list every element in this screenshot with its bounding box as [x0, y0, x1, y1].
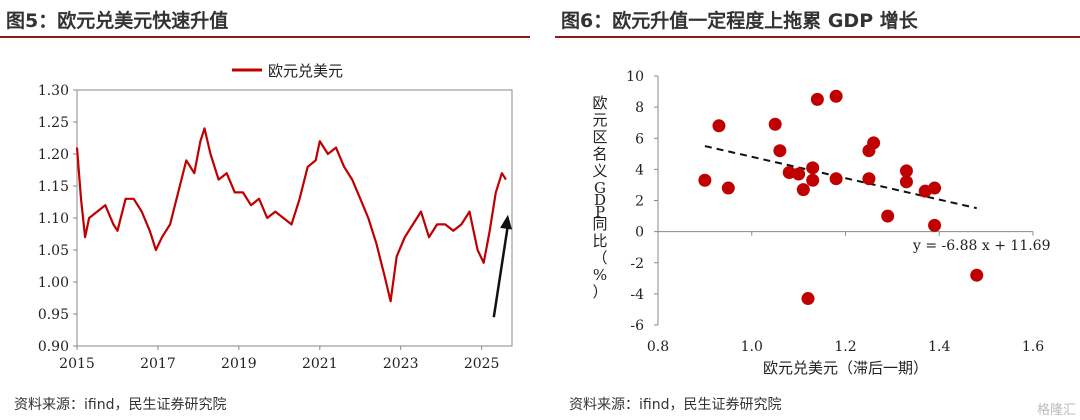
scatter-point	[712, 119, 726, 133]
y-tick-label: 1.00	[38, 275, 69, 291]
scatter-point	[928, 181, 942, 195]
scatter-point	[829, 172, 843, 186]
scatter-point	[801, 292, 815, 306]
x-tick-label: 1.2	[834, 339, 856, 355]
y-tick-label: 8	[635, 100, 644, 116]
scatter-point	[862, 172, 876, 186]
y-tick-label: 1.05	[38, 243, 69, 259]
y-tick-label: -6	[630, 318, 644, 334]
scatter-point	[792, 167, 806, 181]
x-tick-label: 2015	[59, 356, 95, 372]
x-axis-label: 欧元兑美元（滞后一期）	[763, 359, 928, 377]
scatter-point	[806, 161, 820, 175]
x-tick-label: 2023	[383, 356, 419, 372]
x-tick-label: 1.6	[1022, 339, 1044, 355]
trendline	[704, 145, 977, 210]
scatter-point	[829, 89, 843, 103]
left-chart-title: 图5：欧元兑美元快速升值	[6, 10, 229, 32]
scatter-chart: -6 -4 -2 0 2 4 6 8 10 0.8 1.0 1.2 1.4 1.6 y = -6.88 x …	[592, 69, 1051, 377]
x-tick-label: 1.0	[741, 339, 763, 355]
y-tick-label: 1.10	[38, 211, 69, 227]
scatter-point	[881, 209, 895, 223]
y-tick-label: 4	[635, 162, 644, 178]
y-tick-label: 1.15	[38, 179, 69, 195]
y-tick-label: 1.25	[38, 115, 69, 131]
y-tick-label: 10	[626, 69, 644, 85]
left-source-note: 资料来源：ifind，民生证券研究院	[14, 397, 227, 413]
scatter-point	[867, 136, 881, 150]
trendline-equation: y = -6.88 x + 11.69	[912, 238, 1051, 254]
legend-label: 欧元兑美元	[268, 62, 343, 80]
scatter-point	[721, 181, 735, 195]
scatter-point	[698, 173, 712, 187]
x-tick-label: 2017	[140, 356, 176, 372]
right-chart-title: 图6：欧元升值一定程度上拖累 GDP 增长	[561, 10, 918, 32]
watermark-logo: 格隆汇	[1036, 403, 1076, 418]
scatter-point	[768, 117, 782, 131]
scatter-point	[970, 268, 984, 282]
x-tick-label: 2025	[464, 356, 500, 372]
scatter-point	[899, 175, 913, 189]
scatter-point	[810, 92, 824, 106]
y-tick-label: 0	[635, 225, 644, 241]
y-tick-label: 1.30	[38, 83, 69, 99]
y-tick-label: 2	[635, 194, 644, 210]
y-tick-label: 1.20	[38, 147, 69, 163]
line-chart: 0.90 0.95 1.00 1.05 1.10 1.15 1.20 1.25 1.30 2015…	[38, 62, 513, 372]
series-line-eur-usd	[75, 127, 507, 303]
title-divider	[0, 36, 530, 38]
x-tick-label: 2019	[221, 356, 257, 372]
scatter-point	[806, 173, 820, 187]
y-tick-label: 0.95	[38, 307, 69, 323]
y-axis-label: 欧元区名义 G D P 同比（%）	[592, 94, 607, 301]
scatter-point	[773, 144, 787, 158]
x-tick-label: 2021	[302, 356, 338, 372]
y-tick-label: -2	[630, 256, 644, 272]
x-tick-label: 0.8	[647, 339, 669, 355]
trend-arrow-shaft	[492, 224, 510, 318]
scatter-point	[899, 164, 913, 178]
y-tick-label: -4	[630, 287, 644, 303]
scatter-point	[928, 218, 942, 232]
right-source-note: 资料来源：ifind，民生证券研究院	[569, 397, 782, 413]
y-tick-label: 0.90	[38, 339, 69, 355]
title-divider	[555, 36, 1080, 38]
y-tick-label: 6	[635, 131, 644, 147]
x-tick-label: 1.4	[928, 339, 950, 355]
scatter-point	[796, 183, 810, 197]
trend-arrow-head	[500, 214, 512, 230]
